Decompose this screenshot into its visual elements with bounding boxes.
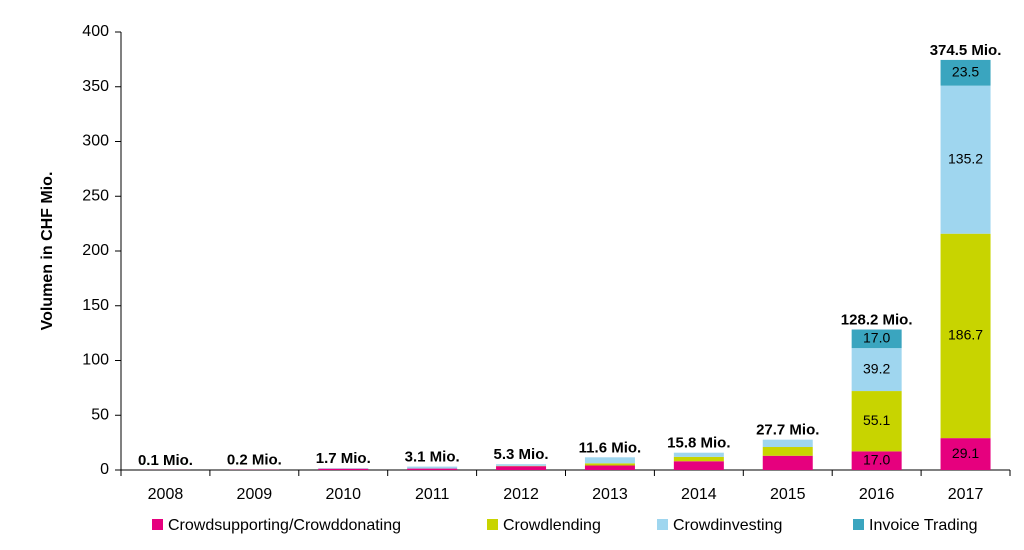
segment-label: 23.5	[952, 63, 979, 79]
bar-segment	[940, 85, 991, 234]
total-label: 1.7 Mio.	[316, 450, 371, 467]
total-label: 0.1 Mio.	[138, 452, 193, 469]
bar-segment	[318, 468, 369, 470]
y-tick-label: 350	[82, 78, 109, 95]
bar-segment	[673, 452, 724, 457]
bar-segment	[851, 329, 902, 349]
total-label: 128.2 Mio.	[841, 312, 913, 329]
y-axis-label: Volumen in CHF Mio.	[39, 172, 56, 331]
bar-segment	[851, 451, 902, 470]
bar-segment	[940, 59, 991, 86]
x-tick-label: 2009	[237, 486, 273, 503]
x-tick-label: 2014	[681, 486, 717, 503]
y-tick-label: 250	[82, 187, 109, 204]
segment-label: 17.0	[863, 451, 890, 467]
bar-segment	[762, 455, 813, 470]
y-tick-label: 100	[82, 352, 109, 369]
bar-segment	[762, 447, 813, 456]
total-label: 374.5 Mio.	[930, 42, 1002, 59]
segment-label: 17.0	[863, 330, 890, 346]
bar-segment	[584, 457, 635, 464]
y-tick-label: 300	[82, 133, 109, 150]
segment-label: 55.1	[863, 412, 890, 428]
bar-segment	[851, 391, 902, 452]
legend-swatch	[657, 519, 668, 530]
total-label: 3.1 Mio.	[405, 449, 460, 466]
bar-segment	[940, 233, 991, 439]
total-label: 0.2 Mio.	[227, 452, 282, 469]
y-tick-label: 200	[82, 242, 109, 259]
bar-segment	[496, 464, 547, 466]
total-label: 11.6 Mio.	[579, 439, 642, 456]
x-tick-label: 2012	[503, 486, 539, 503]
legend-swatch	[152, 519, 163, 530]
y-tick-label: 400	[82, 23, 109, 40]
bar-segment	[407, 466, 458, 469]
legend-label: Invoice Trading	[869, 517, 978, 534]
bar-segment	[940, 438, 991, 470]
y-tick-label: 50	[91, 406, 109, 423]
bar-segment	[673, 456, 724, 462]
x-tick-label: 2010	[325, 486, 361, 503]
bar-segment	[673, 461, 724, 470]
bar-segment	[318, 468, 369, 469]
legend-swatch	[853, 519, 864, 530]
x-tick-label: 2017	[948, 486, 984, 503]
bar-segment	[851, 348, 902, 392]
bar-segment	[496, 466, 547, 470]
bar-segment	[584, 465, 635, 470]
legend-swatch	[487, 519, 498, 530]
segment-label: 29.1	[952, 445, 979, 461]
bar-segment	[407, 468, 458, 470]
total-label: 15.8 Mio.	[667, 435, 730, 452]
bar-segment	[762, 439, 813, 448]
y-tick-label: 150	[82, 297, 109, 314]
y-tick-label: 0	[100, 461, 109, 478]
x-tick-label: 2015	[770, 486, 806, 503]
legend-label: Crowdsupporting/Crowddonating	[168, 517, 401, 534]
total-label: 27.7 Mio.	[756, 422, 819, 439]
x-tick-label: 2013	[592, 486, 628, 503]
segment-label: 186.7	[948, 327, 983, 343]
x-tick-label: 2011	[415, 486, 450, 503]
x-tick-label: 2016	[859, 486, 895, 503]
legend-label: Crowdinvesting	[673, 517, 782, 534]
x-tick-label: 2008	[148, 486, 184, 503]
bar-segment	[584, 463, 635, 466]
total-label: 5.3 Mio.	[494, 446, 549, 463]
segment-label: 135.2	[948, 150, 983, 166]
segment-label: 39.2	[863, 360, 890, 376]
legend-label: Crowdlending	[503, 517, 601, 534]
